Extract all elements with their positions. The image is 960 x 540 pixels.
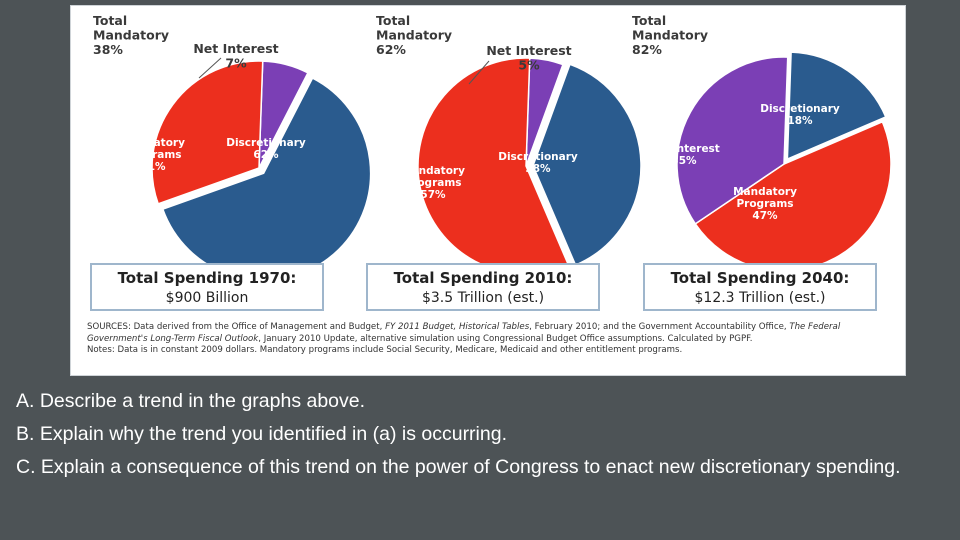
spending-summary-box-1 xyxy=(366,263,600,311)
pie-slice-mandatory-programs-2 xyxy=(694,120,892,272)
slice-label-mandatory-programs-0: Mandatory Programs 31% xyxy=(121,137,185,173)
slice-label-net-interest-2: Net Interest 35% xyxy=(648,143,720,167)
spending-summary-value-0: $900 Billion xyxy=(166,290,249,306)
sources-italic-2: The Federal Government's Long-Term Fisca… xyxy=(87,322,841,344)
spending-summary-title-1: Total Spending 2010: xyxy=(394,269,573,287)
slice-label-net-interest-1: Net Interest 5% xyxy=(486,43,571,72)
sources-notes: SOURCES: Data derived from the Office of… xyxy=(87,322,897,357)
slice-label-discretionary-1: Discretionary 38% xyxy=(498,151,578,175)
sources-italic-1: FY 2011 Budget, Historical Tables xyxy=(385,322,530,332)
pie-slice-net-interest-2 xyxy=(676,56,789,225)
total-mandatory-2: Total Mandatory 82% xyxy=(632,13,708,57)
spending-summary-box-2 xyxy=(643,263,877,311)
sources-text-1: SOURCES: Data derived from the Office of… xyxy=(87,322,386,332)
spending-summary-title-2: Total Spending 2040: xyxy=(671,269,850,287)
slice-label-discretionary-0: Discretionary 62% xyxy=(226,137,306,161)
pie-slice-discretionary-2 xyxy=(786,51,887,161)
spending-summary-title-0: Total Spending 1970: xyxy=(118,269,297,287)
question-list: A. Describe a trend in the graphs above.… xyxy=(16,388,936,487)
sources-text-3: , January 2010 Update, alternative simul… xyxy=(258,333,753,344)
spending-summary-box-0 xyxy=(90,263,324,311)
pie-slice-mandatory-programs-0 xyxy=(151,60,264,205)
budget-pie-charts-figure: Net Interest 7% Discretionary 62% Mandatory P… xyxy=(70,5,906,376)
total-mandatory-0: Total Mandatory 38% xyxy=(93,13,169,57)
question-b: B. Explain why the trend you identified … xyxy=(16,423,507,445)
total-mandatory-1: Total Mandatory 62% xyxy=(376,13,452,57)
sources-text-2: , February 2010; and the Government Acco… xyxy=(529,322,790,332)
slice-label-discretionary-2: Discretionary 18% xyxy=(760,103,840,127)
notes-line: Notes: Data is in constant 2009 dollars.… xyxy=(87,345,683,355)
spending-summary-value-2: $12.3 Trillion (est.) xyxy=(695,290,826,306)
pie-charts-svg: Net Interest 7% Discretionary 62% Mandatory P… xyxy=(90,13,892,311)
spending-summary-value-1: $3.5 Trillion (est.) xyxy=(422,290,544,306)
leader-line-1 xyxy=(468,60,490,85)
slice-label-mandatory-programs-2: Mandatory Programs 47% xyxy=(733,186,797,222)
pie-slice-discretionary-1 xyxy=(532,63,642,267)
leader-line-0 xyxy=(198,57,222,79)
slice-label-mandatory-programs-1: Mandatory Programs 57% xyxy=(401,165,465,201)
slice-label-net-interest-0: Net Interest 7% xyxy=(193,41,278,70)
question-c: C. Explain a consequence of this trend o… xyxy=(16,456,901,478)
pie-slice-discretionary-0 xyxy=(161,77,372,281)
question-a: A. Describe a trend in the graphs above. xyxy=(16,390,366,412)
